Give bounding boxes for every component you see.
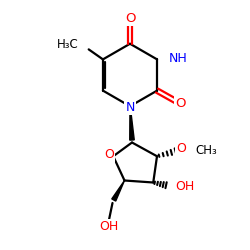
Text: O: O — [125, 12, 135, 24]
Polygon shape — [112, 180, 124, 201]
Text: O: O — [176, 142, 186, 155]
Text: OH: OH — [175, 180, 194, 193]
Text: H₃C: H₃C — [57, 38, 79, 52]
Text: O: O — [175, 97, 186, 110]
Text: NH: NH — [169, 52, 188, 64]
Polygon shape — [130, 104, 134, 140]
Text: OH: OH — [99, 220, 118, 233]
Text: O: O — [104, 148, 114, 162]
Text: CH₃: CH₃ — [196, 144, 218, 157]
Text: N: N — [125, 101, 135, 114]
